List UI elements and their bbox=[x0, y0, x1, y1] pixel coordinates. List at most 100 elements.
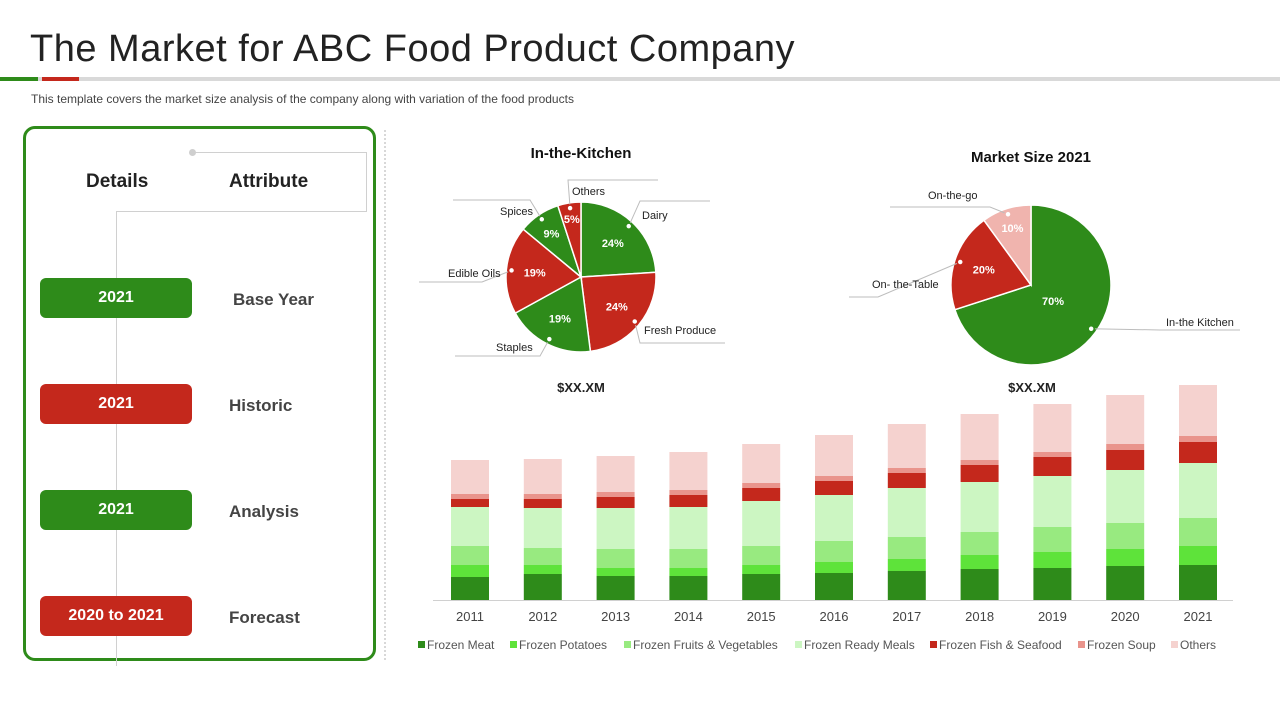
pie-market-label-on-the-table: On- the-Table bbox=[872, 279, 939, 291]
bar-2015-frozen-meat bbox=[742, 574, 781, 600]
bar-2011-frozen-meat bbox=[451, 577, 489, 600]
pie-kitchen-leader-fresh-produce bbox=[634, 321, 725, 344]
attribute-historic: Historic bbox=[229, 396, 293, 415]
pie-kitchen-title: In-the-Kitchen bbox=[531, 145, 632, 162]
bar-2011-frozen-fish-seafood bbox=[451, 499, 489, 507]
bar-2013-frozen-meat bbox=[596, 576, 635, 600]
pie-kitchen-value-spices: 9% bbox=[544, 229, 560, 241]
bar-2020-frozen-potatoes bbox=[1106, 549, 1145, 566]
pie-kitchen-slice-dairy bbox=[580, 201, 657, 278]
x-tick-2017: 2017 bbox=[892, 609, 921, 624]
pie-kitchen-leader-others bbox=[567, 179, 658, 209]
bar-annotation-right: $XX.XM bbox=[1008, 380, 1056, 395]
connector-dot bbox=[189, 149, 196, 156]
pie-kitchen-marker-staples bbox=[545, 335, 554, 343]
pie-market-value-in-the-kitchen: 70% bbox=[1042, 296, 1064, 308]
timeline-line bbox=[116, 212, 117, 666]
bar-2018-frozen-potatoes bbox=[960, 555, 999, 569]
bar-2015-others bbox=[742, 444, 781, 483]
bar-2019-others bbox=[1033, 404, 1072, 452]
bar-2011-others bbox=[451, 460, 489, 494]
pie-market-slice-on-the-table bbox=[950, 219, 1033, 311]
bar-2018-frozen-soup bbox=[960, 460, 999, 465]
bar-2013-others bbox=[596, 456, 635, 492]
pie-market-label-in-the-kitchen: In-the Kitchen bbox=[1166, 317, 1234, 329]
bar-2020-others bbox=[1106, 395, 1145, 444]
pie-kitchen-label-edible-oils: Edible Oils bbox=[448, 268, 501, 280]
pie-market-slice-in-the-kitchen bbox=[953, 204, 1112, 366]
bar-2014-frozen-meat bbox=[669, 576, 708, 600]
bar-2011-frozen-fruits-vegetables bbox=[451, 546, 489, 565]
legend-swatch-frozen-fruits-vegetables bbox=[624, 641, 631, 648]
bar-annotation-left: $XX.XM bbox=[557, 380, 605, 395]
year-pill-forecast: 2020 to 2021 bbox=[40, 596, 192, 636]
legend-swatch-frozen-potatoes bbox=[510, 641, 517, 648]
bar-2014-frozen-fish-seafood bbox=[669, 495, 708, 507]
legend-label-frozen-fish-seafood: Frozen Fish & Seafood bbox=[939, 638, 1062, 652]
details-header: Details bbox=[86, 171, 149, 192]
bar-2016-frozen-meat bbox=[815, 573, 853, 600]
title-rule bbox=[0, 77, 1280, 81]
bar-2021-frozen-potatoes bbox=[1179, 546, 1217, 565]
header-connector-right bbox=[366, 152, 367, 212]
attribute-base-year: Base Year bbox=[233, 290, 314, 309]
bar-2015-frozen-ready-meals bbox=[742, 501, 781, 546]
x-tick-2020: 2020 bbox=[1111, 609, 1140, 624]
pie-kitchen-marker-others bbox=[566, 204, 574, 212]
bar-2012-others bbox=[523, 459, 562, 494]
legend-swatch-frozen-ready-meals bbox=[795, 641, 802, 648]
pie-kitchen-label-dairy: Dairy bbox=[642, 210, 668, 222]
pie-kitchen-marker-edible-oils bbox=[507, 266, 516, 275]
pie-kitchen-label-others: Others bbox=[572, 186, 606, 198]
bar-2018-frozen-fruits-vegetables bbox=[960, 532, 999, 555]
bar-2013-frozen-ready-meals bbox=[596, 508, 635, 549]
pie-kitchen-leader-dairy bbox=[628, 200, 710, 227]
pie-kitchen-value-others: 5% bbox=[564, 214, 580, 226]
attribute-forecast: Forecast bbox=[229, 608, 300, 627]
x-tick-2018: 2018 bbox=[965, 609, 994, 624]
bar-2021-frozen-meat bbox=[1179, 565, 1217, 600]
bar-2014-frozen-ready-meals bbox=[669, 507, 708, 549]
bar-2017-frozen-ready-meals bbox=[887, 488, 926, 537]
pie-kitchen-slice-fresh-produce bbox=[580, 271, 657, 353]
pie-kitchen-value-dairy: 24% bbox=[602, 238, 624, 250]
pie-kitchen-marker-dairy bbox=[624, 222, 633, 230]
bar-2012-frozen-fish-seafood bbox=[523, 499, 562, 508]
bar-2015-frozen-fish-seafood bbox=[742, 488, 781, 501]
bar-2019-frozen-meat bbox=[1033, 568, 1072, 600]
x-tick-2021: 2021 bbox=[1184, 609, 1213, 624]
bar-2011-frozen-potatoes bbox=[451, 565, 489, 577]
pie-kitchen-label-staples: Staples bbox=[496, 342, 533, 354]
bar-2017-frozen-meat bbox=[887, 571, 926, 600]
year-pill-base: 2021 bbox=[40, 278, 192, 318]
pie-kitchen-marker-spices bbox=[538, 215, 546, 224]
bar-2020-frozen-soup bbox=[1106, 444, 1145, 450]
attribute-header: Attribute bbox=[229, 171, 309, 192]
title-accent-red bbox=[42, 77, 79, 81]
bar-2016-frozen-ready-meals bbox=[815, 495, 853, 541]
bar-2021-others bbox=[1179, 385, 1217, 436]
bar-2021-frozen-soup bbox=[1179, 436, 1217, 442]
bar-2014-frozen-soup bbox=[669, 490, 708, 495]
header-connector-top bbox=[192, 152, 367, 153]
pie-kitchen-label-fresh-produce: Fresh Produce bbox=[644, 325, 716, 337]
page-subtitle: This template covers the market size ana… bbox=[31, 92, 574, 106]
header-connector-bottom bbox=[116, 211, 366, 212]
pie-market-leader-on-the-go bbox=[890, 206, 1009, 215]
bar-2011-frozen-ready-meals bbox=[451, 507, 489, 546]
bar-2014-frozen-fruits-vegetables bbox=[669, 549, 708, 568]
pie-kitchen-value-fresh-produce: 24% bbox=[606, 302, 628, 314]
bar-2015-frozen-fruits-vegetables bbox=[742, 546, 781, 565]
x-tick-2016: 2016 bbox=[820, 609, 849, 624]
pie-kitchen-leader-staples bbox=[455, 338, 550, 357]
bar-2020-frozen-fruits-vegetables bbox=[1106, 523, 1145, 549]
legend-label-frozen-ready-meals: Frozen Ready Meals bbox=[804, 638, 915, 652]
bar-2017-frozen-potatoes bbox=[887, 559, 926, 571]
bar-2021-frozen-ready-meals bbox=[1179, 463, 1217, 518]
bar-2015-frozen-soup bbox=[742, 483, 781, 488]
pie-market-leader-in-the-kitchen bbox=[1091, 328, 1240, 331]
pie-market-marker-on-the-table bbox=[956, 258, 964, 266]
legend-swatch-frozen-fish-seafood bbox=[930, 641, 937, 648]
bar-2013-frozen-soup bbox=[596, 492, 635, 497]
pie-kitchen-leader-edible-oils bbox=[419, 269, 512, 283]
